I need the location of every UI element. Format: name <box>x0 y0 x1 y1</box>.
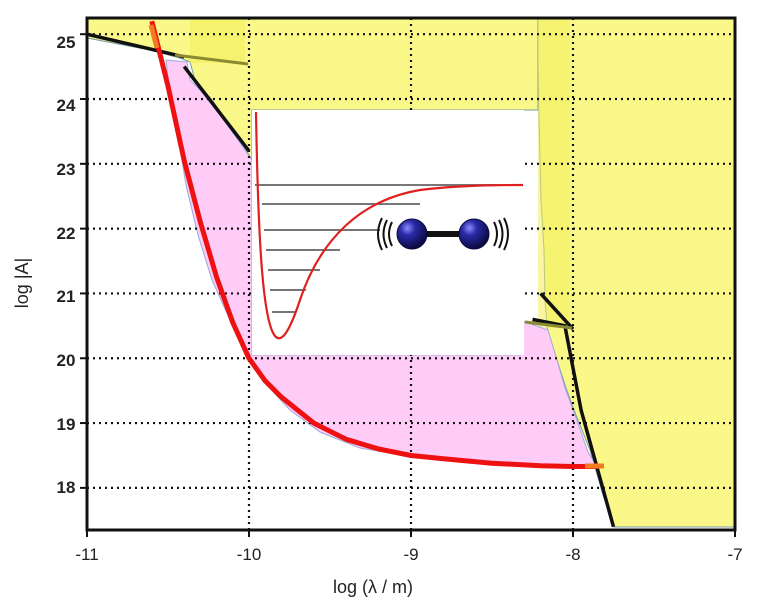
excluded-region-right-darker <box>538 18 570 328</box>
boundary-segment <box>539 292 575 331</box>
limit-curve-top-orange-end <box>148 24 160 49</box>
olive-line-top <box>174 53 249 66</box>
x-tick-label: -10 <box>237 545 262 564</box>
y-tick-label: 22 <box>57 224 76 243</box>
y-tick-label: 18 <box>57 478 76 497</box>
y-tick-labels: 25 24 23 22 21 20 19 18 <box>57 33 76 497</box>
vibrating-diatomic-molecule-icon <box>377 217 509 251</box>
y-tick-label: 21 <box>57 287 76 306</box>
x-tick-labels: -11 -10 -9 -8 -7 <box>75 545 742 564</box>
excluded-region-left-darker <box>190 18 245 63</box>
y-tick-label: 19 <box>57 415 76 434</box>
tick-marks <box>80 33 736 537</box>
y-tick-label: 24 <box>57 96 76 115</box>
y-tick-label: 23 <box>57 160 76 179</box>
limit-curve <box>149 20 598 469</box>
y-tick-label: 25 <box>57 33 76 52</box>
potential-well-curve <box>254 111 524 340</box>
boundary-segment <box>87 32 185 59</box>
x-tick-label: -7 <box>727 545 742 564</box>
olive-line-right <box>524 320 573 330</box>
x-axis-label: log (λ / m) <box>333 577 413 597</box>
x-tick-label: -8 <box>565 545 580 564</box>
inset-molecule-potential <box>252 110 524 355</box>
x-tick-label: -11 <box>75 545 98 564</box>
regions <box>87 18 735 530</box>
y-tick-label: 20 <box>57 351 76 370</box>
y-axis-label: log |A| <box>12 258 32 308</box>
x-tick-label: -9 <box>403 545 418 564</box>
boundary-segment <box>182 65 251 152</box>
